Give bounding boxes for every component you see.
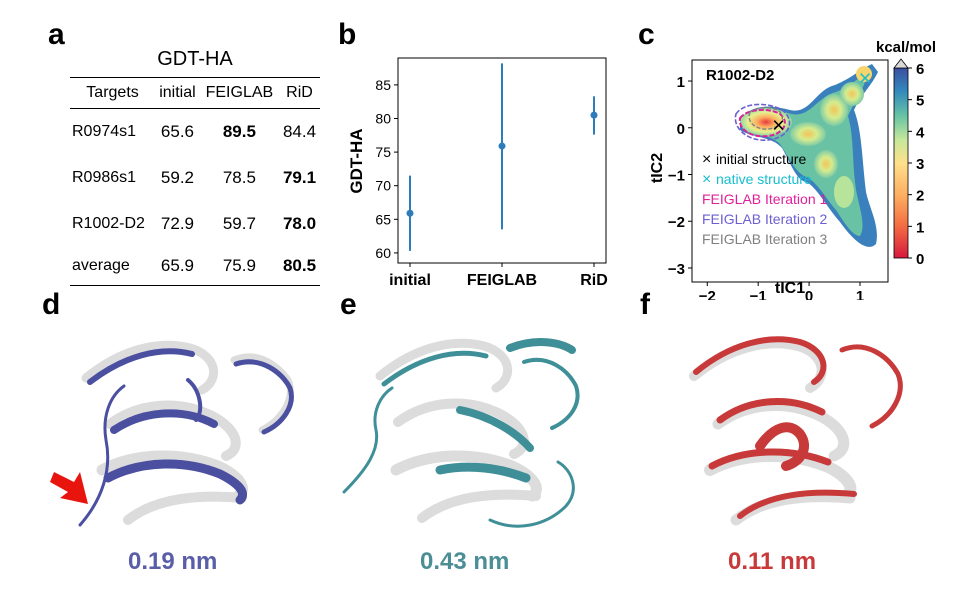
feiglab-iteration-1-contour [738,108,786,138]
free-energy-landscape: 1 0 −1 −2 −3 −2 −1 0 1 × × × initial structure × na… [649,39,936,300]
y-tick-label: −1 [668,168,685,185]
colorbar-tick-label: 6 [916,61,924,78]
y-tick-label: 60 [375,245,391,261]
x-tick-label: FEIGLAB [467,272,537,289]
y-tick-label: −2 [668,214,685,231]
cell-rid: 84.4 [282,122,317,141]
structure-e [342,338,580,528]
y-tick-label: 85 [375,77,391,93]
y-tick-label: 0 [677,121,685,138]
colorbar-tick-label: 1 [916,219,924,236]
x-tick-label: 1 [856,288,864,300]
colorbar-tick-label: 3 [916,156,924,173]
y-tick-label: 80 [375,110,391,126]
x-tick-label: −1 [750,288,767,300]
colorbar-extend-arrow [893,58,909,69]
plot-frame [691,59,889,283]
cell-rid: 78.0 [282,214,317,233]
feiglab-iteration-3-contour [748,106,784,130]
colorbar [893,67,909,259]
legend-label: FEIGLAB Iteration 2 [702,211,827,227]
arrow-indicator [50,472,88,504]
legend-label: FEIGLAB Iteration 3 [702,231,827,247]
data-point [590,111,598,119]
panel-letter-e: e [340,288,357,321]
cell-target: R0986s1 [72,169,137,186]
header-targets: Targets [70,77,156,109]
cell-feiglab: 78.5 [222,168,256,187]
cell-initial: 65.6 [160,122,194,141]
x-tick-label: 0 [805,288,813,300]
structure-marker: × [772,112,785,137]
cell-rid: 79.1 [282,168,317,187]
gdt-ha-errorbar-chart: 60 65 70 75 80 85 initial FEIGLAB RiD GDT-HA [347,57,608,289]
cell-initial: 65.9 [155,247,200,286]
feiglab-iteration-2-contour [734,103,791,141]
table-row: R0986s1 59.2 78.5 79.1 [70,155,320,201]
header-initial: initial [155,77,200,109]
table-caption: GDT-HA [157,48,233,70]
y-tick-label: 1 [677,74,685,91]
structure-f [689,336,903,526]
colorbar-tick-label: 5 [916,93,924,110]
panel-letter-b: b [338,18,357,51]
cell-feiglab: 89.5 [222,122,256,141]
panel-letter-f: f [640,288,650,321]
chart-title: R1002-D2 [706,67,774,84]
y-tick-label: 70 [375,178,391,194]
legend-label: native structure [716,171,812,187]
colorbar-tick-label: 2 [916,188,924,205]
colorbar-tick-label: 0 [916,251,924,268]
rmsd-label-f: 0.11 nm [728,548,817,575]
cell-target: R0974s1 [72,123,137,140]
structure-marker: × [859,66,872,91]
cell-target: R1002-D2 [72,215,145,232]
cell-initial: 72.9 [160,214,194,233]
x-tick-label: −2 [699,288,716,300]
energy-surface [734,64,878,247]
data-point [406,209,414,217]
colorbar-label: kcal/mol [876,39,936,56]
cell-feiglab: 75.9 [199,247,279,286]
y-axis-label: tIC2 [649,153,666,183]
rmsd-label-e: 0.43 nm [420,548,510,575]
rmsd-label-d: 0.19 nm [128,548,218,575]
x-tick-label: RiD [580,272,608,289]
y-tick-label: −3 [668,261,685,278]
table-row: R0974s1 65.6 89.5 84.4 [70,109,320,156]
table-row: average 65.9 75.9 80.5 [70,247,320,286]
legend-marker: × [702,151,711,168]
legend-marker: × [702,171,711,188]
cell-feiglab: 59.7 [222,214,256,233]
legend-label: initial structure [716,151,806,167]
colorbar-tick-label: 4 [916,124,925,141]
gdt-ha-table: GDT-HA Targets initial FEIGLAB RiD R0974… [70,48,320,286]
panel-letter-a: a [48,18,65,51]
table-row: R1002-D2 72.9 59.7 78.0 [70,201,320,247]
y-tick-label: 75 [375,144,391,160]
x-axis-label: tIC1 [775,280,805,297]
structure-d [50,340,294,527]
cell-rid: 80.5 [278,247,320,286]
legend-label: FEIGLAB Iteration 1 [702,191,827,207]
table-header-row: Targets initial FEIGLAB RiD [70,77,320,109]
cell-initial: 59.2 [160,168,194,187]
panel-letter-d: d [42,288,61,321]
panel-letter-c: c [638,18,655,51]
x-tick-label: initial [389,272,431,289]
data-point [498,142,506,150]
header-rid: RiD [278,77,320,109]
cell-target: average [70,247,156,286]
y-tick-label: 65 [375,211,391,227]
y-axis-label: GDT-HA [347,128,366,193]
header-feiglab: FEIGLAB [199,77,279,109]
